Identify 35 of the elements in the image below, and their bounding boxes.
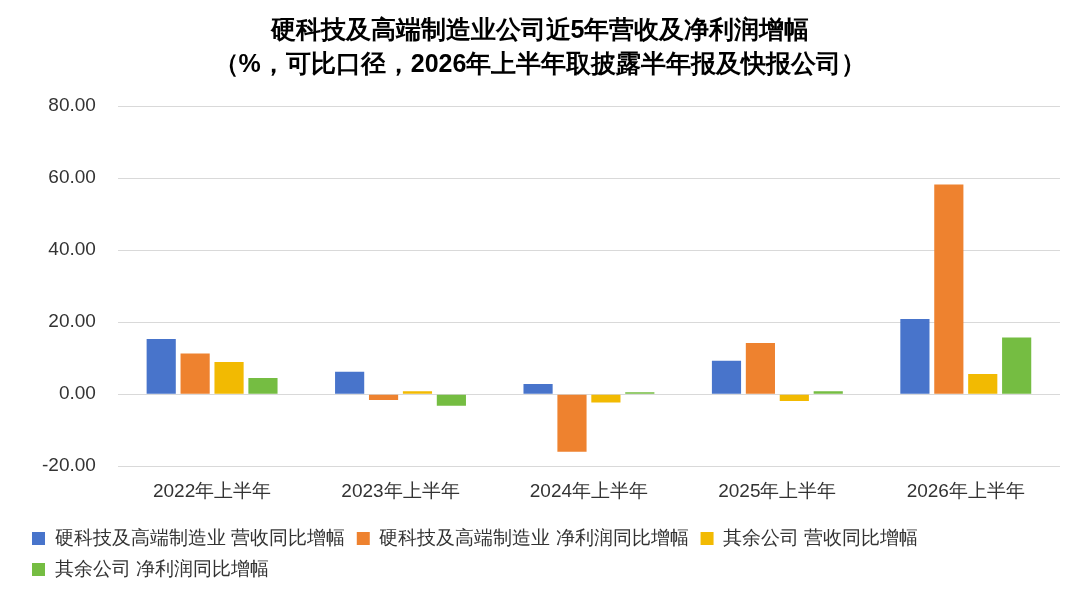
bar: [146, 339, 176, 394]
bar: [900, 318, 930, 394]
x-tick-label: 2023年上半年: [341, 479, 460, 501]
bar: [813, 391, 843, 394]
y-tick-label: 20.00: [48, 310, 96, 332]
bar: [523, 384, 553, 394]
bar: [934, 184, 964, 394]
x-tick-label: 2024年上半年: [529, 479, 649, 501]
y-tick-label: -20.00: [42, 454, 96, 476]
bar: [214, 362, 244, 394]
legend-label: 硬科技及高端制造业 净利润同比增幅: [379, 526, 689, 548]
x-tick-label: 2025年上半年: [718, 479, 837, 501]
bar: [436, 394, 466, 406]
bar: [368, 394, 399, 400]
bar: [248, 377, 278, 394]
x-tick-label: 2026年上半年: [906, 479, 1025, 501]
y-tick-label: 0.00: [58, 382, 96, 404]
legend-label: 其余公司 营收同比增幅: [723, 526, 919, 548]
bar: [335, 371, 365, 394]
legend-label: 其余公司 净利润同比增幅: [54, 557, 269, 579]
bar: [557, 394, 587, 452]
x-tick-label: 2022年上半年: [152, 479, 272, 501]
y-tick-label: 80.00: [48, 94, 96, 116]
y-tick-label: 40.00: [48, 238, 96, 260]
bar: [402, 391, 433, 394]
bar: [779, 394, 809, 401]
bar: [1002, 337, 1032, 394]
bar: [968, 373, 998, 394]
bar: [711, 360, 742, 394]
bar: [180, 353, 210, 394]
legend-label: 硬科技及高端制造业 营收同比增幅: [54, 526, 345, 548]
y-tick-label: 60.00: [48, 166, 96, 188]
chart-subtitle: （%，可比口径，2026年上半年取披露半年报及快报公司）: [213, 48, 867, 77]
bar: [745, 343, 775, 394]
chart-title: 硬科技及高端制造业公司近5年营收及净利润增幅: [269, 14, 810, 43]
